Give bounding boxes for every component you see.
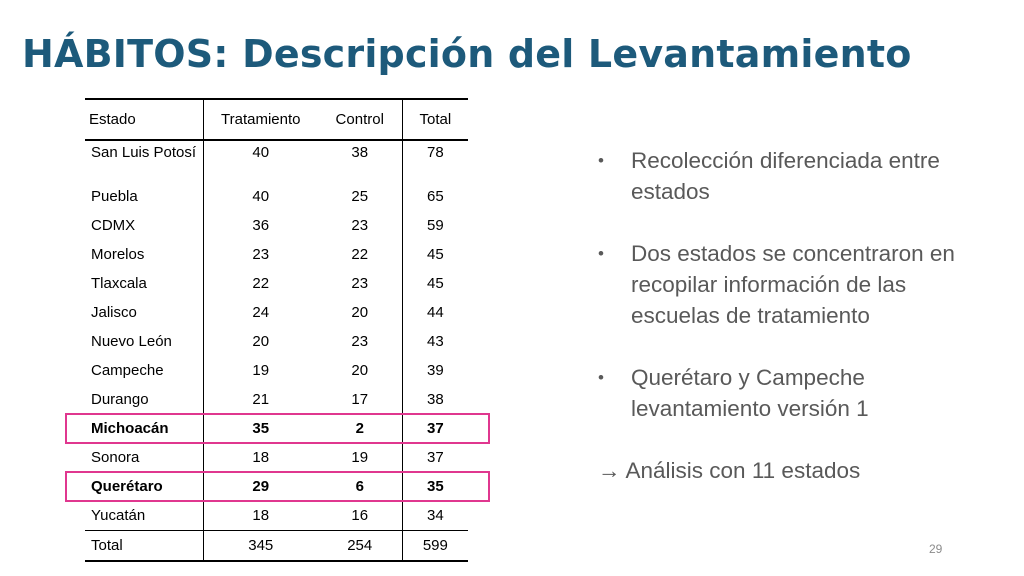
cell-total: 37 <box>426 420 444 437</box>
table-row: Michoacán 35 2 37 <box>85 414 468 443</box>
cell-control: 19 <box>317 443 403 472</box>
bullet-item: • Recolección diferenciada entre estados <box>598 145 988 207</box>
cell-estado: Yucatán <box>85 501 204 531</box>
cell-total: 59 <box>426 217 444 234</box>
cell-control: 20 <box>317 298 403 327</box>
cell-control: 17 <box>317 385 403 414</box>
cell-estado: CDMX <box>85 211 204 240</box>
table-row: Tlaxcala 22 23 45 <box>85 269 468 298</box>
table-row: Sonora 18 19 37 <box>85 443 468 472</box>
header-estado: Estado <box>85 98 204 141</box>
table-row: Durango 21 17 38 <box>85 385 468 414</box>
bullet-text: Recolección diferenciada entre estados <box>631 148 940 204</box>
cell-estado: Tlaxcala <box>85 269 204 298</box>
bullet-item: • Dos estados se concentraron en recopil… <box>598 238 988 331</box>
cell-estado: Morelos <box>85 240 204 269</box>
cell-tratamiento: 36 <box>252 217 270 234</box>
cell-total: 45 <box>426 275 444 292</box>
cell-tratamiento: 20 <box>252 333 270 350</box>
cell-tratamiento: 22 <box>252 275 270 292</box>
cell-estado: Nuevo León <box>85 327 204 356</box>
bullet-text: Dos estados se concentraron en recopilar… <box>631 241 955 328</box>
total-cell-tratamiento: 345 <box>203 530 318 562</box>
row-highlight-box <box>65 413 490 444</box>
cell-control: 38 <box>317 140 403 182</box>
cell-tratamiento: 24 <box>252 304 270 321</box>
conclusion-line: → Análisis con 11 estados <box>598 455 988 486</box>
cell-tratamiento: 40 <box>252 144 270 161</box>
cell-total: 35 <box>426 478 444 495</box>
table-row: Puebla 40 25 65 <box>85 182 468 211</box>
cell-total: 78 <box>426 144 444 161</box>
survey-table: Estado Tratamiento Control Total San Lui… <box>85 98 468 562</box>
table-row: Yucatán 18 16 34 <box>85 501 468 531</box>
bullet-dot-icon: • <box>598 151 604 170</box>
cell-total: 43 <box>426 333 444 350</box>
total-cell-control: 254 <box>317 530 403 562</box>
bullet-dot-icon: • <box>598 368 604 387</box>
bullet-list: • Recolección diferenciada entre estados… <box>598 145 988 486</box>
arrow-right-icon: → <box>598 458 621 483</box>
table-row: Querétaro 29 6 35 <box>85 472 468 501</box>
total-cell-estado: Total <box>85 530 204 562</box>
cell-tratamiento: 21 <box>252 391 270 408</box>
cell-tratamiento: 23 <box>252 246 270 263</box>
cell-control: 20 <box>317 356 403 385</box>
cell-tratamiento: 29 <box>252 478 270 495</box>
cell-total: 45 <box>426 246 444 263</box>
table-row: Nuevo León 20 23 43 <box>85 327 468 356</box>
cell-control: 23 <box>317 269 403 298</box>
cell-total: 37 <box>426 449 444 466</box>
page-number: 29 <box>929 542 943 556</box>
conclusion-text: Análisis con 11 estados <box>625 458 861 483</box>
table-row: San Luis Potosí 40 38 78 <box>85 140 468 182</box>
cell-estado: Campeche <box>85 356 204 385</box>
cell-tratamiento: 35 <box>252 420 270 437</box>
cell-estado: San Luis Potosí <box>85 140 204 182</box>
table-total-row: Total 345 254 599 <box>85 530 468 562</box>
cell-control: 22 <box>317 240 403 269</box>
table-row: Morelos 23 22 45 <box>85 240 468 269</box>
cell-estado: Querétaro <box>85 472 204 501</box>
cell-tratamiento: 18 <box>252 507 270 524</box>
cell-total: 44 <box>426 304 444 321</box>
cell-estado: Jalisco <box>85 298 204 327</box>
cell-total: 34 <box>426 507 444 524</box>
cell-control: 25 <box>317 182 403 211</box>
bullet-dot-icon: • <box>598 244 604 263</box>
header-control: Control <box>317 98 403 141</box>
cell-control: 16 <box>317 501 403 531</box>
cell-estado: Michoacán <box>85 414 204 443</box>
total-cell-total: 599 <box>402 530 468 562</box>
cell-tratamiento: 40 <box>252 188 270 205</box>
cell-tratamiento: 18 <box>252 449 270 466</box>
table-row: CDMX 36 23 59 <box>85 211 468 240</box>
cell-total: 38 <box>426 391 444 408</box>
cell-control: 23 <box>317 327 403 356</box>
cell-tratamiento: 19 <box>252 362 270 379</box>
table-header-row: Estado Tratamiento Control Total <box>85 98 468 141</box>
cell-estado: Sonora <box>85 443 204 472</box>
cell-estado: Durango <box>85 385 204 414</box>
cell-total: 65 <box>426 188 444 205</box>
cell-total: 39 <box>426 362 444 379</box>
bullet-item: • Querétaro y Campeche levantamiento ver… <box>598 362 988 424</box>
table-row: Campeche 19 20 39 <box>85 356 468 385</box>
cell-control: 23 <box>317 211 403 240</box>
bullet-text: Querétaro y Campeche levantamiento versi… <box>631 365 869 421</box>
header-total: Total <box>402 98 468 141</box>
cell-estado: Puebla <box>85 182 204 211</box>
row-highlight-box <box>65 471 490 502</box>
cell-control: 6 <box>317 472 403 501</box>
table-row: Jalisco 24 20 44 <box>85 298 468 327</box>
slide-title: HÁBITOS: Descripción del Levantamiento <box>22 32 912 76</box>
cell-control: 2 <box>317 414 403 443</box>
header-tratamiento: Tratamiento <box>203 98 318 141</box>
